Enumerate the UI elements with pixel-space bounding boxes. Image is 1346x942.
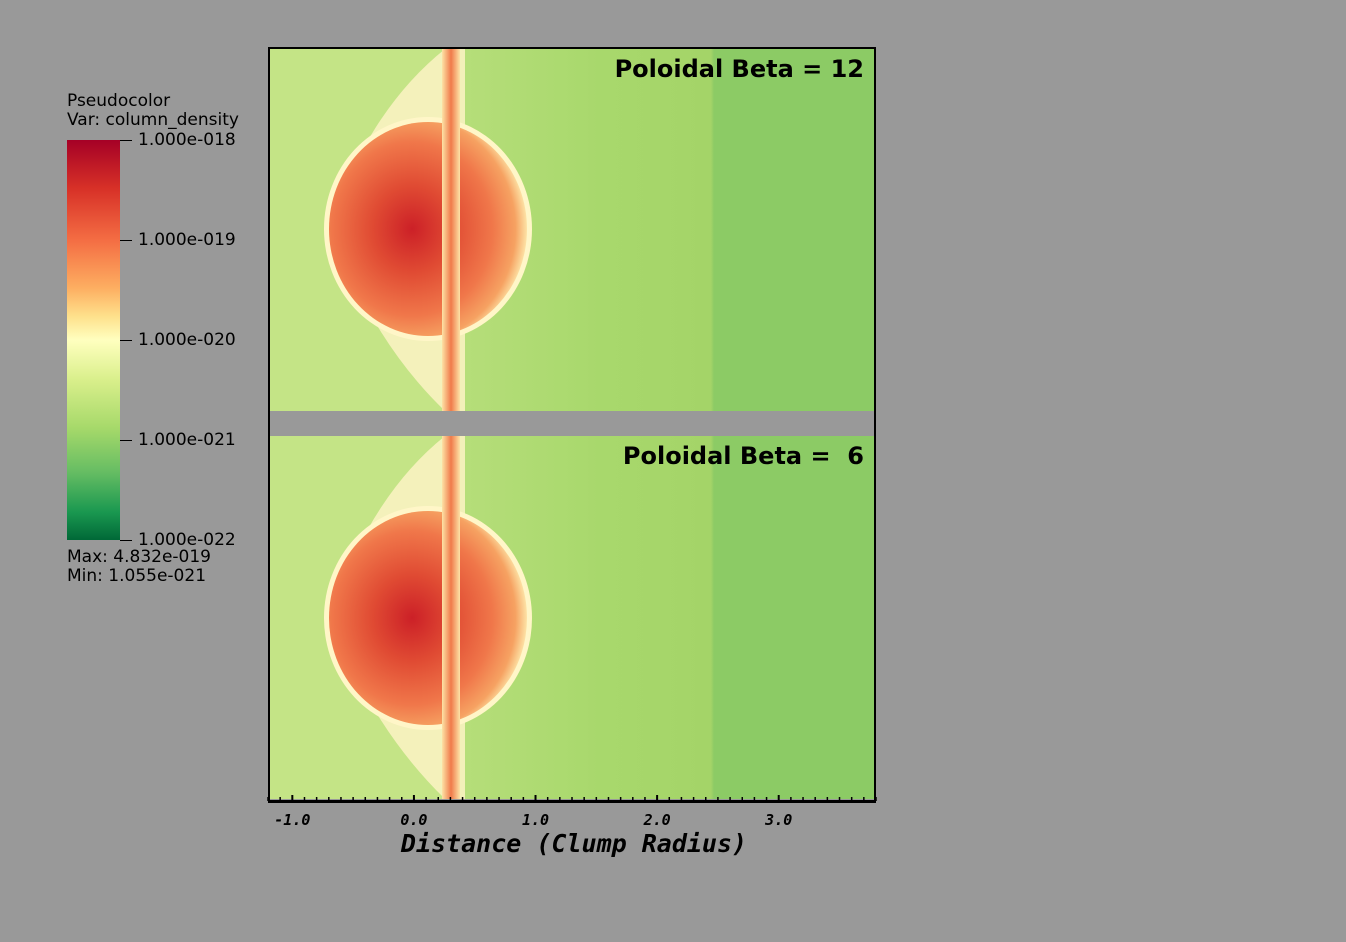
colorbar-tick xyxy=(120,540,132,541)
x-tick-label: -1.0 xyxy=(274,811,310,829)
colorbar-tick-label: 1.000e-019 xyxy=(138,230,236,250)
colorbar-tick xyxy=(120,440,132,441)
panel-top-label: Poloidal Beta = 12 xyxy=(614,55,864,83)
x-tick-label: 1.0 xyxy=(522,811,549,829)
x-axis: -1.0 0.0 1.0 2.0 3.0 Distance (Clump Radius) xyxy=(267,795,877,858)
legend-min: Min: 1.055e-021 xyxy=(67,566,207,586)
colorbar-tick-label: 1.000e-022 xyxy=(138,530,236,550)
x-axis-title: Distance (Clump Radius) xyxy=(400,829,747,858)
x-tick-label: 2.0 xyxy=(643,811,671,829)
jet-bottom xyxy=(442,436,460,799)
clump-bottom xyxy=(329,511,527,725)
colorbar xyxy=(67,140,120,540)
x-tick-label: 3.0 xyxy=(764,811,792,829)
legend-variable: Var: column_density xyxy=(67,110,239,130)
x-axis-ticks: -1.0 0.0 1.0 2.0 3.0 xyxy=(267,795,877,829)
colorbar-tick-label: 1.000e-021 xyxy=(138,430,236,450)
panel-bottom-field xyxy=(324,436,532,799)
x-tick-label: 0.0 xyxy=(400,811,427,829)
clump-top xyxy=(329,122,527,336)
jet-top xyxy=(442,49,460,411)
legend-title: Pseudocolor Var: column_density xyxy=(67,92,239,130)
panel-bottom: Poloidal Beta = 6 xyxy=(270,436,874,799)
legend-plot-type: Pseudocolor xyxy=(67,91,171,111)
colorbar-tick xyxy=(120,340,132,341)
colorbar-tick-label: 1.000e-018 xyxy=(138,130,236,150)
colorbar-tick xyxy=(120,140,132,141)
panel-top-field xyxy=(324,49,532,411)
colorbar-tick xyxy=(120,240,132,241)
panel-top: Poloidal Beta = 12 xyxy=(270,49,874,411)
panel-bottom-label: Poloidal Beta = 6 xyxy=(622,442,864,470)
colorbar-tick-label: 1.000e-020 xyxy=(138,330,236,350)
legend-max: Max: 4.832e-019 xyxy=(67,547,211,567)
